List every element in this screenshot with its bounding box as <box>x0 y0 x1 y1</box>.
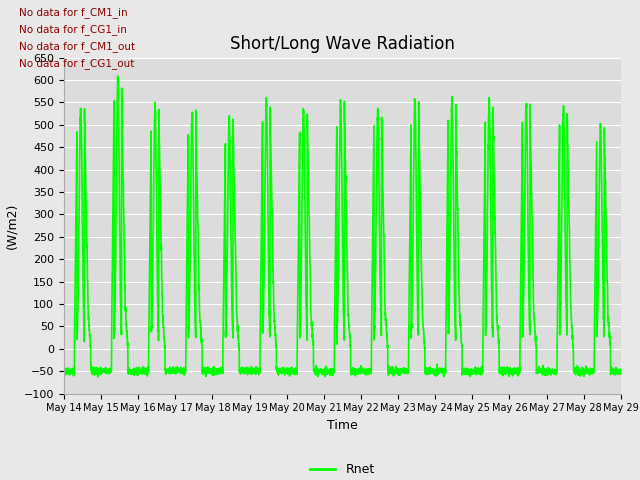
Text: No data for f_CM1_out: No data for f_CM1_out <box>19 41 136 52</box>
Text: No data for f_CG1_in: No data for f_CG1_in <box>19 24 127 35</box>
Text: No data for f_CG1_out: No data for f_CG1_out <box>19 58 135 69</box>
Title: Short/Long Wave Radiation: Short/Long Wave Radiation <box>230 35 455 53</box>
Y-axis label: (W/m2): (W/m2) <box>5 203 19 249</box>
X-axis label: Time: Time <box>327 419 358 432</box>
Text: No data for f_CM1_in: No data for f_CM1_in <box>19 7 128 18</box>
Legend: Rnet: Rnet <box>305 458 380 480</box>
